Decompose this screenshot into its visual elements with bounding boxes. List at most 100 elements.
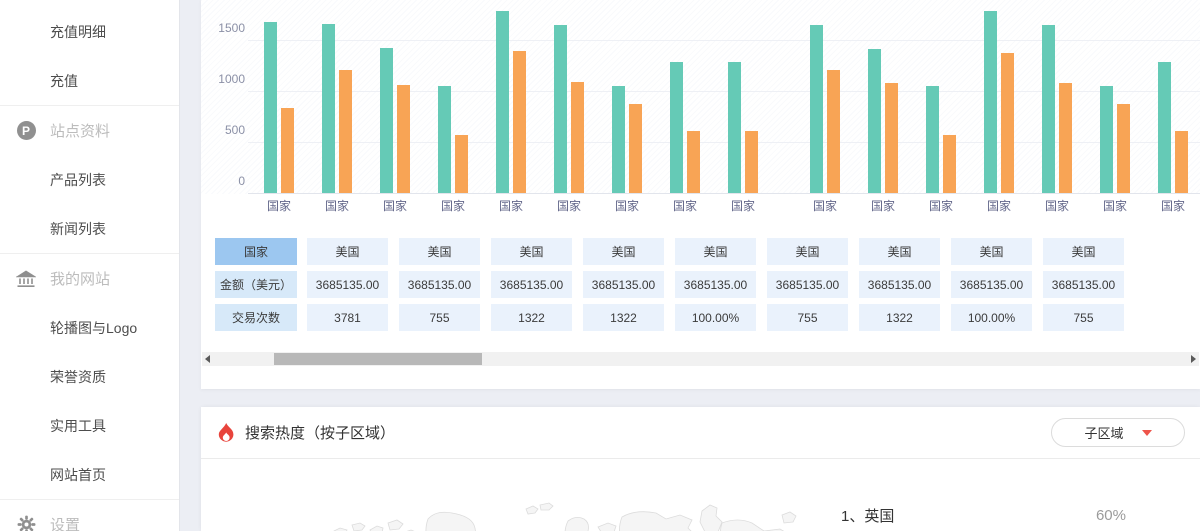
series-orange-bar (629, 104, 642, 193)
sidebar-divider (0, 499, 179, 500)
table-cell: 美国 (675, 238, 756, 265)
table-cell: 100.00% (675, 304, 756, 331)
sidebar-section-site-info[interactable]: P 站点资料 (0, 106, 179, 155)
sidebar-item-news-list[interactable]: 新闻列表 (0, 204, 179, 253)
sidebar-label: 充值 (50, 72, 78, 89)
bank-icon (16, 269, 36, 289)
sidebar-item-recharge-detail[interactable]: 充值明细 (0, 7, 179, 56)
table-row-header: 国家 (215, 238, 297, 265)
table-cell: 755 (767, 304, 848, 331)
x-axis-tick-label: 国家 (614, 199, 639, 213)
series-orange-bar (1175, 131, 1188, 193)
series-teal-bar (496, 11, 509, 193)
series-teal-bar (1158, 62, 1171, 193)
y-axis-tick-label: 1000 (218, 72, 245, 86)
country-data-table: 国家 美国 美国 美国 美国 美国 美国 美国 美国 美国 金额（美元） 3685135.00 3685… (215, 238, 1135, 337)
table-cell: 755 (399, 304, 480, 331)
series-orange-bar (1059, 83, 1072, 193)
x-axis-tick-label: 国家 (986, 199, 1011, 213)
scrollbar-thumb[interactable] (274, 353, 482, 365)
table-cell: 3781 (307, 304, 388, 331)
sidebar-label: 荣誉资质 (50, 368, 106, 385)
sidebar-item-banner-logo[interactable]: 轮播图与Logo (0, 303, 179, 352)
series-teal-bar (728, 62, 741, 193)
table-cell: 3685135.00 (859, 271, 940, 298)
table-cell: 美国 (307, 238, 388, 265)
series-orange-bar (571, 82, 584, 193)
series-teal-bar (670, 62, 683, 193)
sidebar-item-honors[interactable]: 荣誉资质 (0, 352, 179, 401)
table-cell: 3685135.00 (399, 271, 480, 298)
table-cell: 3685135.00 (491, 271, 572, 298)
series-orange-bar (1001, 53, 1014, 193)
x-axis-tick-label: 国家 (440, 199, 465, 213)
sidebar-label: 我的网站 (50, 271, 111, 288)
search-heat-card: 搜索热度（按子区域） 子区域 1、英国 60% (201, 407, 1200, 531)
series-teal-bar (554, 25, 567, 193)
table-cell: 3685135.00 (1043, 271, 1124, 298)
table-cell: 100.00% (951, 304, 1032, 331)
table-cell: 美国 (951, 238, 1032, 265)
subregion-dropdown[interactable]: 子区域 (1051, 418, 1185, 447)
sidebar-label: 充值明细 (50, 23, 106, 40)
x-axis-tick-label: 国家 (812, 199, 837, 213)
sidebar-label: 站点资料 (50, 123, 111, 140)
series-orange-bar (339, 70, 352, 193)
series-teal-bar (984, 11, 997, 193)
series-orange-bar (397, 85, 410, 193)
sidebar-label: 设置 (50, 517, 81, 531)
table-row-header: 金额（美元） (215, 271, 297, 298)
sidebar-item-site-home[interactable]: 网站首页 (0, 450, 179, 499)
scroll-right-arrow-icon[interactable] (1191, 355, 1196, 363)
series-teal-bar (810, 25, 823, 193)
series-teal-bar (264, 22, 277, 193)
series-orange-bar (281, 108, 294, 193)
series-teal-bar (868, 49, 881, 193)
table-cell: 美国 (583, 238, 664, 265)
table-cell: 美国 (859, 238, 940, 265)
x-axis-tick-label: 国家 (928, 199, 953, 213)
series-teal-bar (1042, 25, 1055, 193)
x-axis-tick-label: 国家 (266, 199, 291, 213)
table-cell: 755 (1043, 304, 1124, 331)
sidebar-item-product-list[interactable]: 产品列表 (0, 155, 179, 204)
y-axis-tick-label: 500 (224, 123, 245, 137)
series-orange-bar (885, 83, 898, 193)
horizontal-scrollbar[interactable] (202, 352, 1199, 366)
sidebar-label: 轮播图与Logo (50, 319, 138, 336)
subregion-dropdown-label: 子区域 (1084, 426, 1124, 441)
gear-icon (16, 515, 36, 531)
series-orange-bar (745, 131, 758, 193)
sidebar-section-settings[interactable]: 设置 (0, 500, 179, 531)
gridline (248, 40, 1200, 41)
p-badge-icon: P (16, 121, 36, 141)
world-map (330, 497, 800, 531)
sidebar-item-recharge[interactable]: 充值 (0, 56, 179, 105)
ranking-country-label: 1、英国 (841, 508, 895, 525)
sidebar-section-my-website[interactable]: 我的网站 (0, 254, 179, 303)
table-row: 金额（美元） 3685135.00 3685135.00 3685135.00 3685… (215, 271, 1135, 298)
table-row-header: 交易次数 (215, 304, 297, 331)
table-cell: 3685135.00 (583, 271, 664, 298)
sidebar-divider (0, 253, 179, 254)
gridline (248, 142, 1200, 143)
search-heat-header: 搜索热度（按子区域） 子区域 (201, 407, 1200, 459)
series-teal-bar (612, 86, 625, 193)
chevron-down-icon (1141, 429, 1152, 436)
table-cell: 1322 (859, 304, 940, 331)
x-axis-tick-label: 国家 (672, 199, 697, 213)
ranking-row: 1、英国 60% (841, 505, 1126, 526)
ranking-percent: 60% (1095, 507, 1126, 524)
stats-card: 0 500 1000 1500 国家 国家 国家 国家 国家 国家 国家 国家 国家 国家 国家 国家 国家 国家… (201, 0, 1200, 389)
flame-icon (216, 422, 236, 444)
series-teal-bar (1100, 86, 1113, 193)
table-cell: 美国 (399, 238, 480, 265)
table-cell: 1322 (491, 304, 572, 331)
x-axis-tick-label: 国家 (1160, 199, 1185, 213)
table-cell: 3685135.00 (951, 271, 1032, 298)
table-row: 交易次数 3781 755 1322 1322 100.00% 755 1322 100.00%… (215, 304, 1135, 331)
scroll-left-arrow-icon[interactable] (205, 355, 210, 363)
sidebar-item-tools[interactable]: 实用工具 (0, 401, 179, 450)
x-axis-tick-label: 国家 (324, 199, 349, 213)
search-heat-title: 搜索热度（按子区域） (245, 425, 396, 442)
